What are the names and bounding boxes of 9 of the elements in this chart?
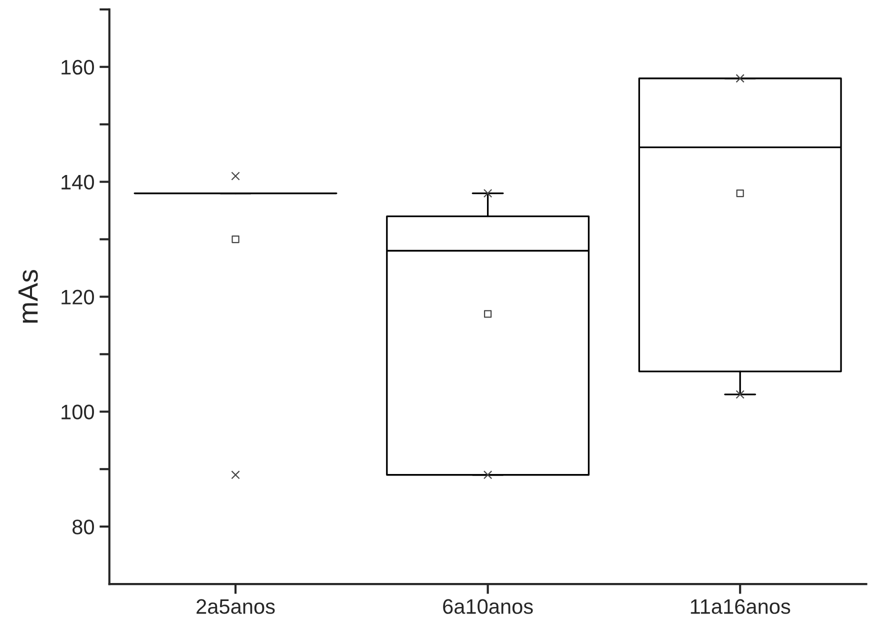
y-tick-label: 80: [72, 520, 94, 534]
x-tick-label: 2a5anos: [196, 599, 275, 614]
x-tick-label: 11a16anos: [690, 599, 790, 614]
y-tick-label: 140: [62, 174, 94, 190]
x-tick-label: 6a10anos: [443, 599, 533, 614]
y-tick-label: 100: [62, 404, 94, 420]
y-axis-title: mAs: [18, 270, 38, 323]
y-tick-label: 160: [62, 60, 94, 75]
y-tick-label: 120: [62, 290, 94, 304]
